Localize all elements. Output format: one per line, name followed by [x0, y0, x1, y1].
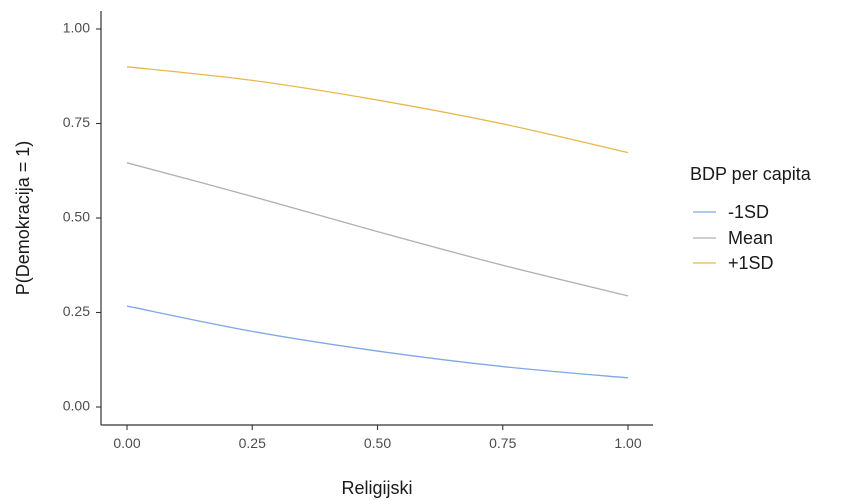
y-tick-label: 0.75 [63, 114, 90, 130]
series-line-minus-1sd [126, 305, 629, 379]
y-tick-label: 0.25 [63, 303, 90, 319]
x-tick: 0.75 [489, 425, 517, 451]
y-tick: 0.00 [63, 398, 101, 414]
x-tick-label: 0.50 [364, 435, 391, 451]
y-tick: 1.00 [63, 20, 101, 36]
series-line-mean [126, 162, 629, 297]
y-tick-label: 0.00 [63, 398, 90, 414]
series-line-plus-1sd [126, 66, 629, 154]
y-axis-ticks: 0.00 0.25 0.50 0.75 1.00 [63, 20, 101, 414]
legend-label: Mean [728, 228, 773, 248]
legend: BDP per capita -1SD Mean +1SD [690, 164, 812, 273]
x-tick: 0.50 [364, 425, 391, 451]
legend-label: -1SD [728, 202, 769, 222]
legend-title: BDP per capita [690, 164, 812, 184]
legend-label: +1SD [728, 253, 774, 273]
y-tick: 0.25 [63, 303, 101, 319]
y-tick-label: 0.50 [63, 209, 90, 225]
x-tick-label: 1.00 [614, 435, 641, 451]
x-tick-label: 0.25 [239, 435, 266, 451]
x-axis-title: Religijski [341, 478, 412, 498]
x-tick: 0.00 [113, 425, 141, 451]
x-tick: 1.00 [614, 425, 642, 451]
legend-item: -1SD [693, 202, 769, 222]
x-tick-label: 0.00 [113, 435, 140, 451]
x-axis-ticks: 0.00 0.25 0.50 0.75 1.00 [113, 425, 642, 451]
x-tick-label: 0.75 [489, 435, 516, 451]
y-axis-title: P(Demokracija = 1) [13, 141, 33, 296]
x-tick: 0.25 [239, 425, 266, 451]
y-tick-label: 1.00 [63, 20, 90, 36]
series-lines [126, 66, 629, 379]
legend-item: +1SD [693, 253, 774, 273]
y-tick: 0.75 [63, 114, 101, 130]
legend-item: Mean [693, 228, 773, 248]
y-tick: 0.50 [63, 209, 101, 225]
